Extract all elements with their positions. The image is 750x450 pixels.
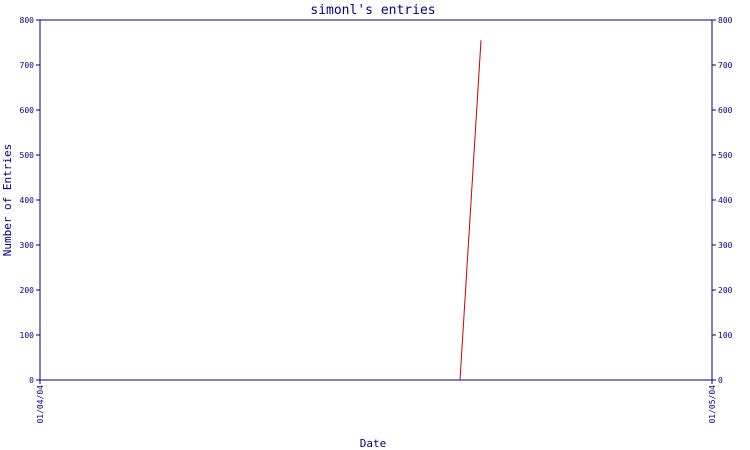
right-y-tick-label: 500 — [718, 151, 733, 160]
right-y-tick-label: 400 — [718, 196, 733, 205]
right-y-tick-label: 0 — [718, 376, 723, 385]
y-tick-label: 300 — [20, 241, 35, 250]
x-axis: 01/04/04 01/05/04 — [36, 380, 717, 424]
right-y-tick-label: 100 — [718, 331, 733, 340]
right-y-tick-label: 300 — [718, 241, 733, 250]
y-tick-label: 700 — [20, 61, 35, 70]
y-tick-label: 600 — [20, 106, 35, 115]
chart-title: simonl's entries — [310, 3, 435, 18]
left-y-axis: 0 100 200 300 400 500 600 700 800 — [20, 16, 40, 385]
y-tick-label: 0 — [29, 376, 34, 385]
x-axis-label: Date — [360, 437, 387, 450]
series-layer — [459, 40, 482, 381]
right-y-tick-label: 800 — [718, 16, 733, 25]
y-tick-label: 200 — [20, 286, 35, 295]
right-y-axis: 0 100 200 300 400 500 600 700 800 — [712, 16, 733, 385]
x-tick-label: 01/05/04 — [708, 385, 717, 424]
right-y-tick-label: 200 — [718, 286, 733, 295]
series-line — [459, 40, 482, 381]
right-y-tick-label: 600 — [718, 106, 733, 115]
y-tick-label: 100 — [20, 331, 35, 340]
y-tick-label: 800 — [20, 16, 35, 25]
y-tick-label: 500 — [20, 151, 35, 160]
y-tick-label: 400 — [20, 196, 35, 205]
right-y-tick-label: 700 — [718, 61, 733, 70]
x-tick-label: 01/04/04 — [36, 385, 45, 424]
y-axis-label: Number of Entries — [1, 144, 14, 257]
